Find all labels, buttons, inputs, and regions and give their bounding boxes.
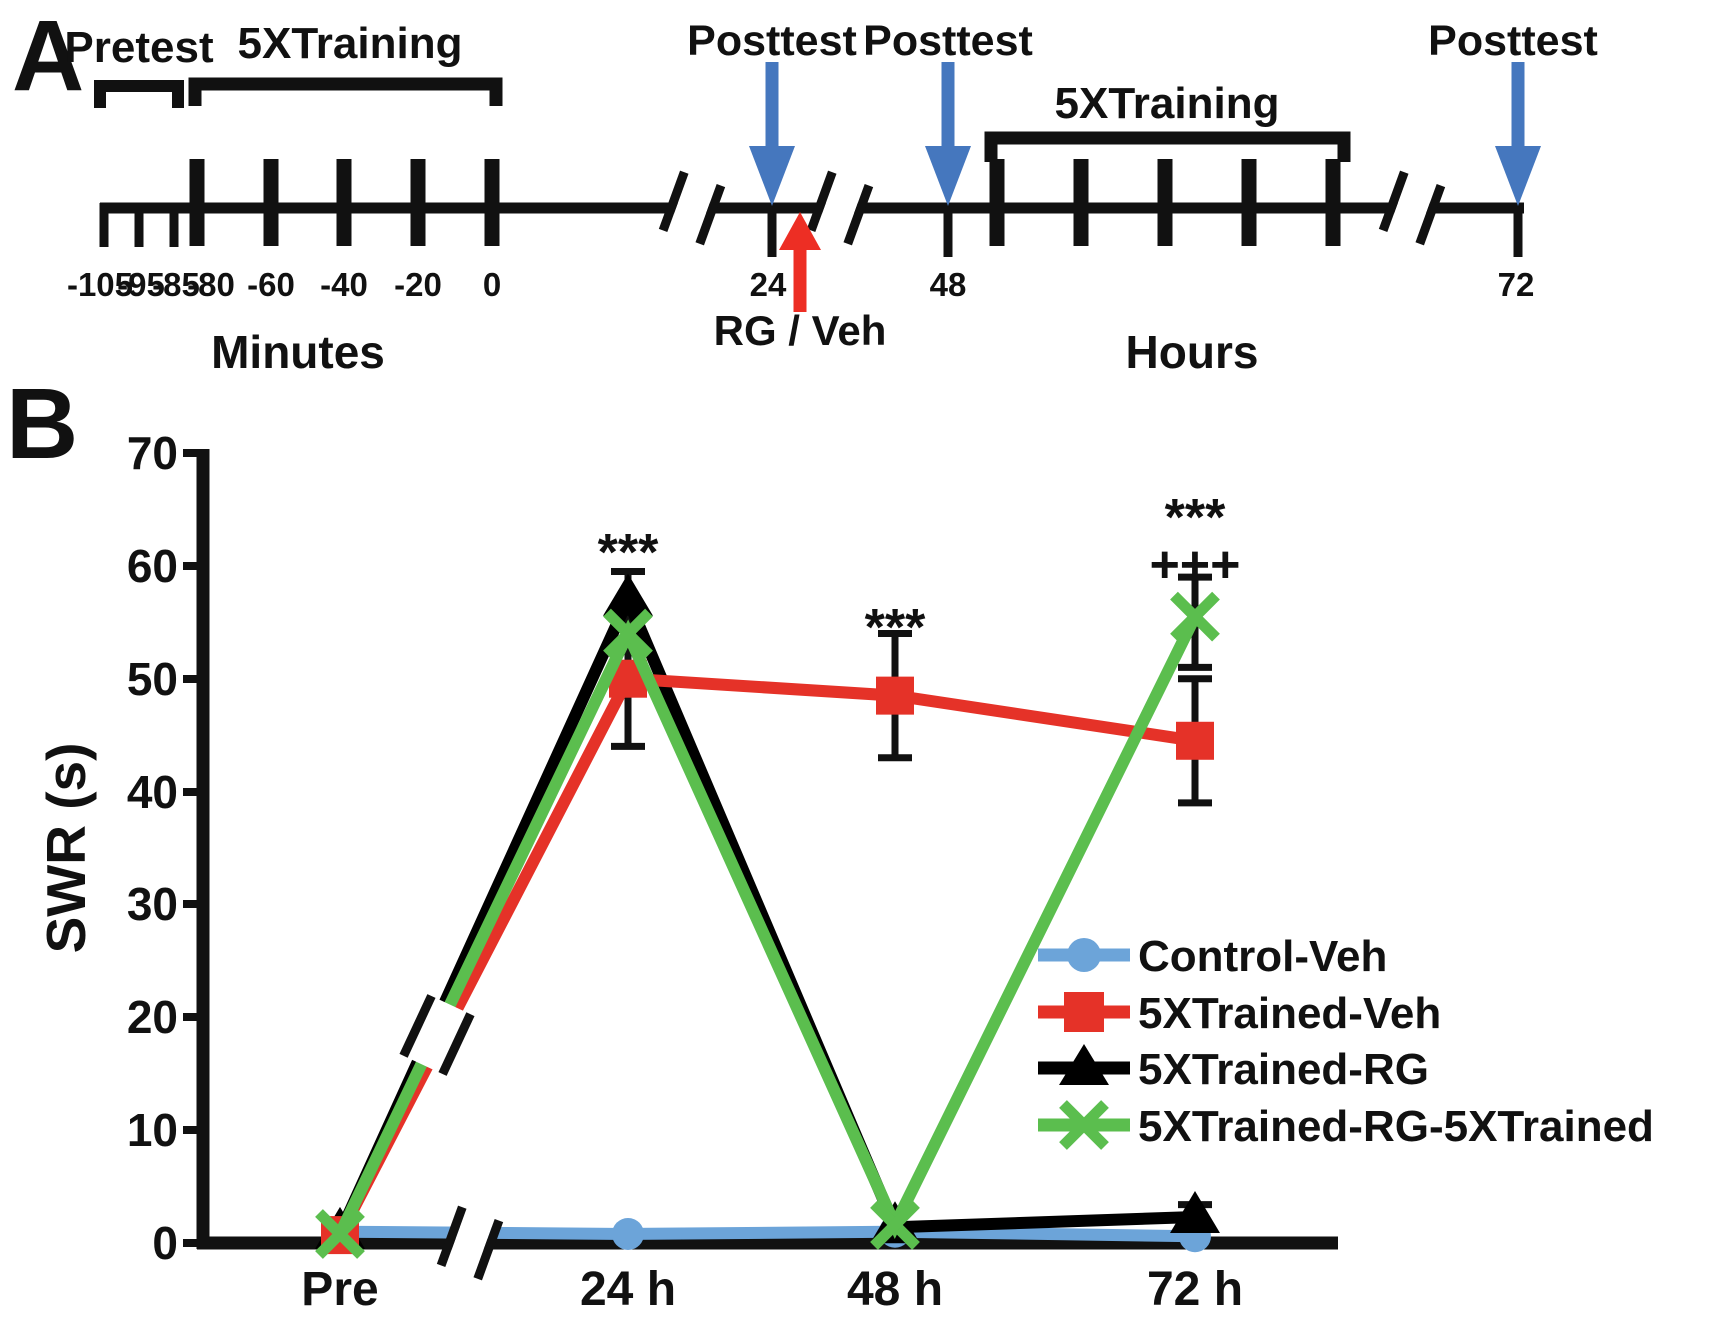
tick-label: 48 [930, 266, 967, 303]
legend-x-marker [1059, 1100, 1109, 1150]
posttest-label-1: Posttest [687, 17, 857, 65]
legend-triangle-marker [1059, 1044, 1109, 1085]
annotation-72h-star: *** [1165, 489, 1226, 547]
y-tick-label: 30 [127, 878, 178, 930]
x-tick-label: 24 h [580, 1263, 676, 1316]
tick-label: -85 [152, 266, 200, 303]
series-layer [315, 567, 1220, 1259]
arrow-head [925, 146, 971, 206]
timeline-break-1 [658, 170, 726, 246]
tick-label: -20 [394, 266, 442, 303]
y-axis-title: SWR (s) [35, 743, 97, 954]
timeline-break-3 [1378, 170, 1446, 246]
arrow-shaft [941, 62, 955, 150]
minutes-label: Minutes [211, 326, 385, 378]
pretest-label: Pretest [64, 23, 214, 72]
minute-tick-labels: -105 -95 -85 -80 -60 -40 -20 0 [67, 266, 501, 303]
timeline-training2-ticks [989, 159, 1341, 246]
panel-a: A Pretest 5XTraining 5XTraining [12, 0, 1598, 378]
training2-label: 5XTraining [1055, 79, 1280, 128]
arrow-head [779, 212, 821, 250]
tick-label: -80 [187, 266, 235, 303]
y-tick-label: 10 [127, 1104, 178, 1156]
posttest-arrow-1 [749, 62, 795, 206]
training1-bracket [188, 77, 503, 106]
hours-label: Hours [1126, 326, 1259, 378]
pretest-bracket [94, 80, 184, 108]
annotation-48h: *** [865, 599, 926, 657]
legend-item-5xtrained-veh: 5XTrained-Veh [1038, 989, 1441, 1038]
legend-item-5xtrained-rg-5xtrained: 5XTrained-RG-5XTrained [1038, 1100, 1654, 1151]
y-tick-label: 40 [127, 766, 178, 818]
y-tick-label: 70 [127, 427, 178, 479]
x-tick-label: 72 h [1147, 1263, 1243, 1316]
tick-label: 24 [750, 266, 787, 303]
x-axis-labels: Pre 24 h 48 h 72 h [301, 1263, 1243, 1316]
x-axis-break [436, 1205, 504, 1281]
posttest-arrow-3 [1495, 62, 1541, 206]
line-break [399, 994, 475, 1076]
arrow-head [1495, 146, 1541, 206]
timeline-training1-ticks [189, 159, 500, 246]
series-5XTrained-RG-5XTrained [315, 573, 1220, 1259]
legend-item-5xtrained-rg: 5XTrained-RG [1038, 1044, 1429, 1094]
x-tick-label: Pre [301, 1263, 378, 1316]
rg-veh-label: RG / Veh [714, 307, 887, 354]
arrow-head [749, 146, 795, 206]
timeline-hour-ticks [767, 208, 1523, 257]
legend-circle-marker [1067, 938, 1101, 972]
panel-b: B 70 60 50 40 30 20 10 0 SWR (s) Pre [6, 368, 1654, 1316]
legend: Control-Veh 5XTrained-Veh 5XTrained-RG 5… [1038, 932, 1654, 1151]
legend-item-control-veh: Control-Veh [1038, 932, 1387, 981]
y-tick-label: 50 [127, 653, 178, 705]
y-tick-label: 0 [152, 1217, 178, 1269]
tick-label: 0 [483, 266, 501, 303]
arrow-shaft [1511, 62, 1525, 150]
tick-label: -40 [320, 266, 368, 303]
tick-label: 72 [1498, 266, 1535, 303]
legend-label: 5XTrained-RG-5XTrained [1138, 1102, 1654, 1151]
legend-label: 5XTrained-RG [1138, 1045, 1429, 1094]
training1-label: 5XTraining [238, 19, 463, 68]
y-axis-labels: 70 60 50 40 30 20 10 0 [127, 427, 178, 1269]
posttest-label-2: Posttest [863, 17, 1033, 65]
legend-label: Control-Veh [1138, 932, 1387, 981]
hour-tick-labels: 24 48 72 [750, 266, 1535, 303]
annotation-72h-plus: +++ [1149, 536, 1240, 594]
series-5XTrained-RG [315, 567, 1220, 1249]
panel-b-label: B [6, 368, 78, 480]
timeline-break-2 [806, 170, 874, 246]
tick-label: -60 [247, 266, 295, 303]
y-tick-label: 20 [127, 991, 178, 1043]
posttest-arrow-2 [925, 62, 971, 206]
training2-bracket [984, 131, 1351, 162]
arrow-shaft [765, 62, 779, 150]
panel-a-label: A [12, 0, 84, 112]
rg-veh-arrow [779, 212, 821, 312]
tick-label: -105 [67, 266, 133, 303]
arrow-shaft [793, 248, 807, 312]
y-tick-label: 60 [127, 540, 178, 592]
x-tick-label: 48 h [847, 1263, 943, 1316]
timeline-small-ticks [99, 203, 179, 247]
legend-square-marker [1064, 992, 1104, 1032]
posttest-label-3: Posttest [1428, 17, 1598, 65]
tick-label: -95 [117, 266, 165, 303]
legend-label: 5XTrained-Veh [1138, 989, 1441, 1038]
annotation-24h: *** [598, 524, 659, 582]
